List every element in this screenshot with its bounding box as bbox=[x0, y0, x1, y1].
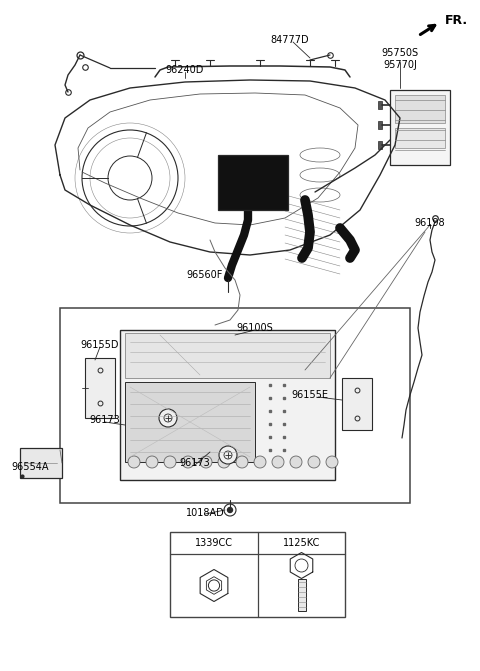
Text: 96155D: 96155D bbox=[81, 340, 119, 350]
Bar bbox=[125, 333, 330, 378]
Bar bbox=[378, 141, 382, 149]
Bar bbox=[125, 382, 255, 462]
Text: 96155E: 96155E bbox=[291, 390, 328, 400]
Bar bbox=[395, 128, 445, 148]
Bar bbox=[342, 378, 372, 430]
Circle shape bbox=[236, 456, 248, 468]
Circle shape bbox=[219, 446, 237, 464]
Text: 96173: 96173 bbox=[90, 415, 120, 425]
Circle shape bbox=[254, 456, 266, 468]
Bar bbox=[390, 90, 450, 165]
Circle shape bbox=[159, 409, 177, 427]
Text: 84777D: 84777D bbox=[271, 35, 309, 45]
Text: 1339CC: 1339CC bbox=[195, 538, 233, 548]
Circle shape bbox=[128, 456, 140, 468]
Circle shape bbox=[326, 456, 338, 468]
Bar bbox=[120, 330, 335, 480]
Circle shape bbox=[290, 456, 302, 468]
Text: 96198: 96198 bbox=[415, 218, 445, 228]
Circle shape bbox=[228, 507, 232, 513]
Bar bbox=[170, 532, 345, 617]
Bar bbox=[298, 578, 305, 611]
Text: 1018AD: 1018AD bbox=[186, 508, 224, 518]
Circle shape bbox=[308, 456, 320, 468]
Bar bbox=[85, 358, 115, 418]
Text: 96240D: 96240D bbox=[166, 65, 204, 75]
Circle shape bbox=[146, 456, 158, 468]
Text: 1125KC: 1125KC bbox=[283, 538, 320, 548]
Circle shape bbox=[182, 456, 194, 468]
Circle shape bbox=[272, 456, 284, 468]
Bar bbox=[60, 308, 410, 503]
Bar bbox=[20, 448, 62, 478]
Bar bbox=[378, 121, 382, 129]
Circle shape bbox=[164, 456, 176, 468]
Bar bbox=[378, 101, 382, 109]
Text: 95770J: 95770J bbox=[383, 60, 417, 70]
Circle shape bbox=[218, 456, 230, 468]
Text: 96554A: 96554A bbox=[11, 462, 49, 472]
Bar bbox=[395, 95, 445, 123]
Circle shape bbox=[200, 456, 212, 468]
Text: 96173: 96173 bbox=[180, 458, 210, 468]
Text: 96100S: 96100S bbox=[237, 323, 274, 333]
Text: FR.: FR. bbox=[445, 13, 468, 26]
Bar bbox=[218, 155, 288, 210]
Text: 95750S: 95750S bbox=[382, 48, 419, 58]
Text: 96560F: 96560F bbox=[187, 270, 223, 280]
